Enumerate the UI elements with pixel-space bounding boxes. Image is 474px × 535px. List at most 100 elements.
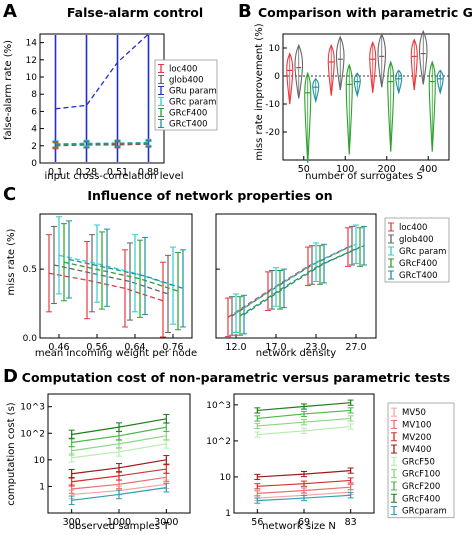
x-tick-label: 0.46 [48,342,69,353]
xlabel-panel-a: input cross-correlation level [44,171,183,182]
y-tick-label: 0.5 [23,265,37,275]
panel-d-right-plot: 56 69 83 10^3 10^2 10 1 MV50 MV100 MV200 MV400 GRcF… [206,393,455,528]
panel-letter-b: B [238,1,252,22]
legend-entry: GRcF200 [402,482,440,492]
series-line-GRcT400 [243,245,365,316]
panel-letter-c: C [3,184,16,205]
panel-c-left-plot: 0.46 0.56 0.64 0.76 0.0 0.5 [23,213,193,353]
legend-entry: GRcT400 [399,271,438,281]
series-line-GRc param [58,254,174,287]
legend-entry: GRcF50 [402,457,435,467]
plot-frame [39,213,193,339]
x-tick-label: 400 [419,164,437,175]
title-panel-c: Influence of network properties on [87,188,332,203]
ylabel-panel-c: miss rate (%) [6,228,17,295]
xlabel-panel-c-right: network density [256,348,337,359]
series-line-GRcT400 [68,258,184,290]
y-tick-label: 2 [31,142,37,152]
y-tick-label: 8 [31,90,37,100]
y-tick-label: 12 [26,56,37,66]
y-tick-label: 1 [39,482,45,492]
x-tick-label: 0.28 [76,167,97,178]
x-tick-label: 17.0 [265,342,286,353]
xlabel-panel-b: number of surrogates S [305,171,423,182]
x-tick-label: 0.1 [48,167,63,178]
plot-frame [215,213,377,339]
y-tick-label: 10 [26,73,38,83]
y-tick-label: 6 [31,107,37,117]
plot-frame [39,33,165,164]
panel-c-right-plot: 12.0 17.0 23.0 27.0 loc400 glob400 GRc param GR… [215,213,450,353]
title-panel-a: False-alarm control [67,5,203,20]
panel-letter-a: A [3,1,17,22]
legend-c-box [384,217,450,283]
x-tick-label: 56 [251,517,263,528]
panel-letter-d: D [3,366,18,387]
y-tick-label: 10^3 [20,403,45,413]
legend-d-box [387,402,455,519]
legend-entry: GRcT400 [169,120,208,130]
legend-a-box [154,59,218,131]
x-tick-label: 0.88 [138,167,159,178]
x-tick-label: 50 [298,164,310,175]
ylabel-panel-a: false-alarm rate (%) [3,40,14,140]
y-tick-label: 0.0 [23,334,38,344]
y-tick-label: 10^3 [206,401,231,411]
legend-entry: loc400 [169,65,197,75]
x-tick-label: 200 [378,164,396,175]
x-tick-label: 0.76 [162,342,183,353]
series-line-loc400 [48,272,164,302]
y-tick-label: 10 [220,473,232,483]
legend-entry: GRu param [169,87,217,97]
legend-entry: GRc param [399,247,446,257]
y-tick-label: 0 [31,159,37,169]
x-tick-label: 27.0 [345,342,366,353]
legend-entry: GRc param [169,98,216,108]
legend-entry: MV50 [402,408,426,418]
legend-entry: MV100 [402,420,431,430]
xlabel-panel-d-right: network size N [262,521,336,532]
y-tick-label: 14 [26,39,38,49]
x-tick-label: 100 [336,164,354,175]
y-tick-label: 10 [34,456,46,466]
series-line-GRcF400 [63,261,179,292]
legend-entry: GRcF400 [402,494,440,504]
x-tick-label: 23.0 [305,342,326,353]
ylabel-panel-b: miss rate improvement (%) [254,23,265,160]
x-tick-label: 0.51 [107,167,128,178]
y-tick-label: 10 [269,44,281,54]
x-tick-label: 0.56 [86,342,107,353]
legend-entry: glob400 [169,76,204,86]
legend-entry: MV200 [402,433,431,443]
x-tick-label: 12.0 [225,342,246,353]
x-tick-label: 3000 [154,517,178,528]
x-tick-label: 69 [298,517,310,528]
panel-d-left-plot: 300 1000 3000 10^3 10^2 10 1 [20,393,191,528]
legend-entry: loc400 [399,223,427,233]
title-panel-d: Computation cost of non-parametric versu… [22,370,450,385]
x-tick-label: 300 [63,517,81,528]
legend-entry: GRcF400 [399,259,437,269]
xlabel-panel-c-left: mean incoming weight per node [35,348,197,359]
y-tick-label: -10 [265,100,280,110]
legend-entry: GRcF400 [169,109,207,119]
y-tick-label: 10^2 [20,429,45,439]
y-tick-label: 0 [274,72,280,82]
series-line-GRu param [55,33,149,110]
legend-entry: MV400 [402,445,431,455]
series-line-glob400 [53,264,169,295]
series-line-GRc param [235,243,357,314]
y-tick-label: 1 [225,509,231,519]
y-tick-label: -20 [265,128,280,138]
x-tick-label: 0.64 [124,342,145,353]
x-tick-label: 1000 [107,517,131,528]
legend-entry: glob400 [399,235,434,245]
x-tick-label: 83 [345,517,357,528]
y-tick-label: 4 [31,125,37,135]
legend-entry: GRcparam [402,507,447,517]
title-panel-b: Comparison with parametric GRc [258,5,474,20]
y-tick-label: 10^2 [206,437,231,447]
